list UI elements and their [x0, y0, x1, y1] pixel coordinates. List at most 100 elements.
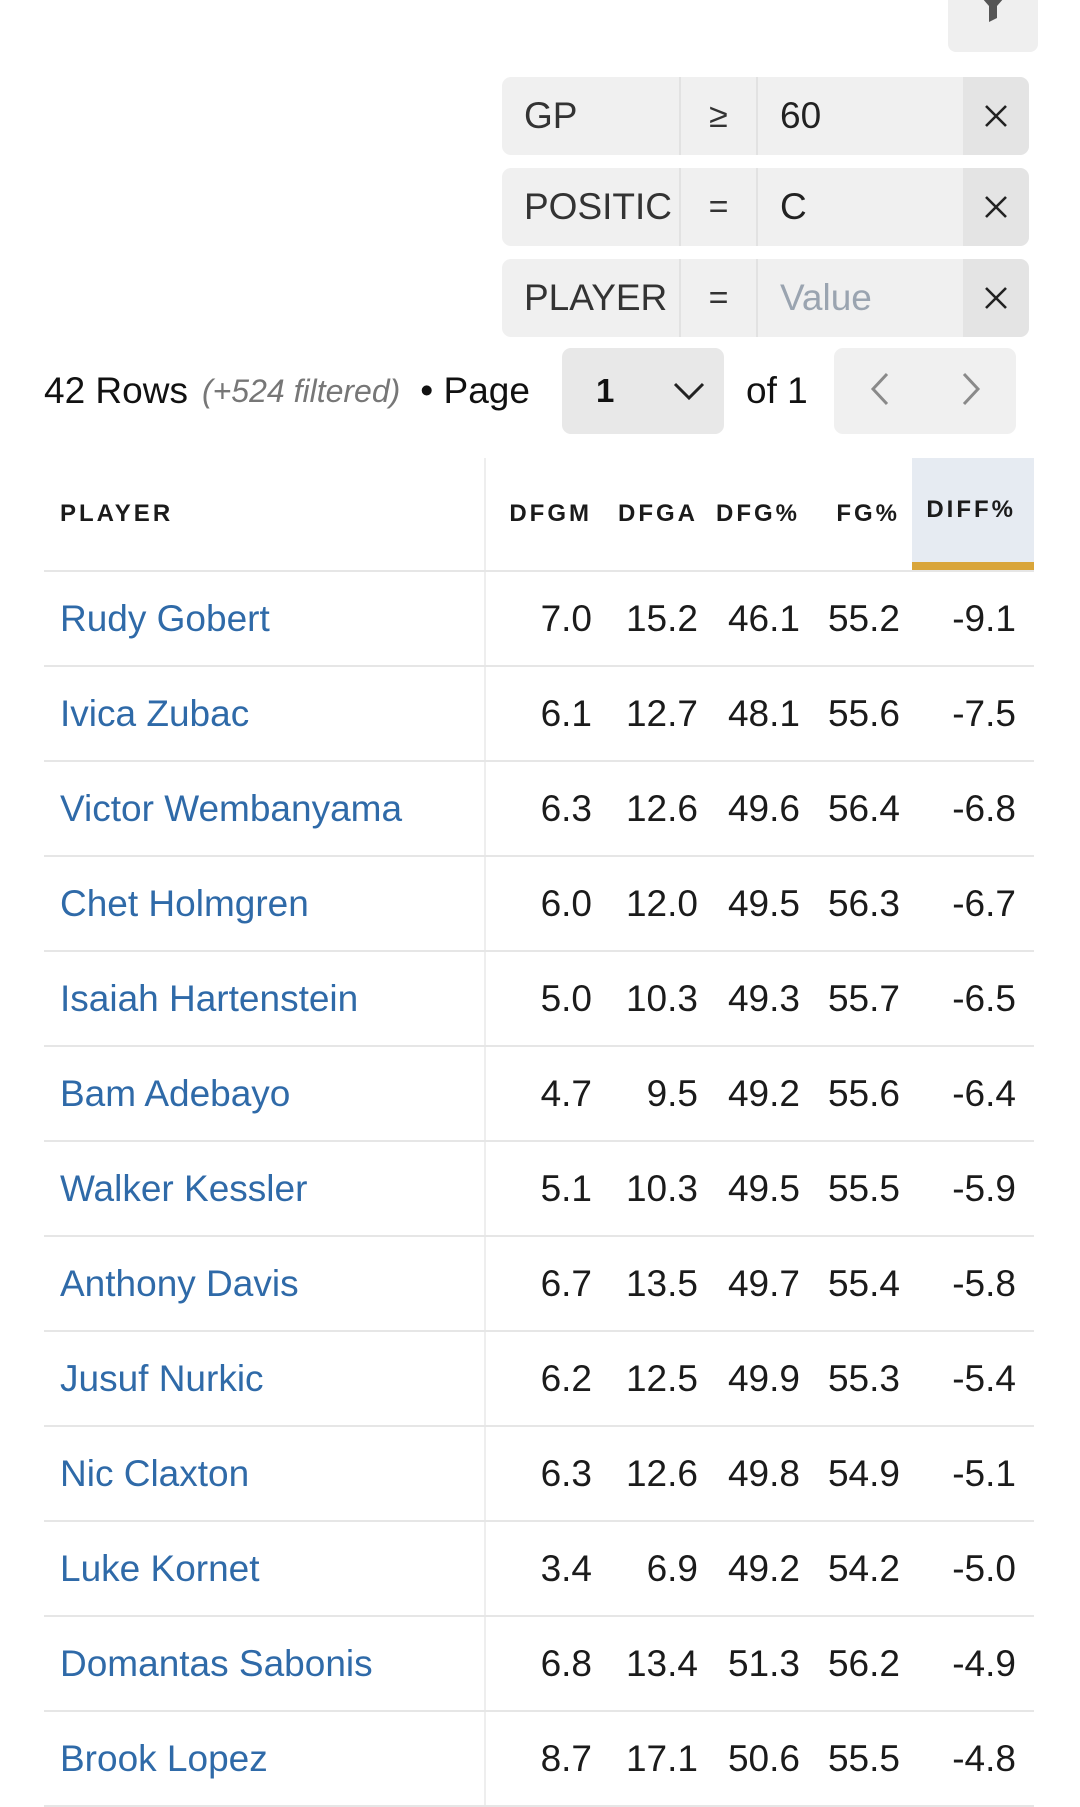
page-total: of 1: [746, 370, 808, 411]
table-body: Rudy Gobert 7.0 15.2 46.1 55.2 -9.1 Ivica Zuba…: [44, 572, 1034, 1807]
player-link[interactable]: Nic Claxton: [44, 1427, 486, 1520]
table-row: Victor Wembanyama 6.3 12.6 49.6 56.4 -6.8: [44, 762, 1034, 857]
stat-cell: 5.0: [540, 977, 592, 1019]
player-link[interactable]: Ivica Zubac: [44, 667, 486, 760]
filter-value-input[interactable]: 60: [780, 95, 822, 136]
player-link[interactable]: Domantas Sabonis: [44, 1617, 486, 1710]
stat-cell: -5.4: [952, 1357, 1016, 1399]
previous-page-button[interactable]: [869, 371, 891, 412]
player-link[interactable]: Bam Adebayo: [44, 1047, 486, 1140]
stat-cell: 4.7: [540, 1072, 592, 1114]
filter-operator-select[interactable]: =: [679, 259, 758, 337]
close-icon: [985, 105, 1007, 127]
column-header-diff-pct[interactable]: DIFF%: [912, 458, 1034, 570]
stat-cell: 54.9: [827, 1452, 900, 1494]
stat-cell: 49.9: [727, 1357, 800, 1399]
table-row: Isaiah Hartenstein 5.0 10.3 49.3 55.7 -6.5: [44, 952, 1034, 1047]
filter-operator-select[interactable]: =: [679, 168, 758, 246]
pagination-bar: 42 Rows (+524 filtered) • Page 1 of 1: [44, 348, 1034, 434]
stat-cell: 6.3: [540, 787, 592, 829]
stat-cell: 51.3: [727, 1642, 800, 1684]
chevron-right-icon: [962, 372, 980, 405]
remove-filter-button[interactable]: [963, 168, 1029, 246]
stat-cell: -5.1: [952, 1452, 1016, 1494]
stat-cell: 55.4: [827, 1262, 900, 1304]
stat-cell: 49.6: [727, 787, 800, 829]
stat-cell: -6.5: [952, 977, 1016, 1019]
stat-cell: -6.4: [952, 1072, 1016, 1114]
table-row: Domantas Sabonis 6.8 13.4 51.3 56.2 -4.9: [44, 1617, 1034, 1712]
filter-list: GP ≥ 60 POSITIC = C PLAYER = Value: [502, 77, 1029, 350]
table-row: Nic Claxton 6.3 12.6 49.8 54.9 -5.1: [44, 1427, 1034, 1522]
column-header-player[interactable]: PLAYER: [44, 458, 486, 570]
filter-operator-select[interactable]: ≥: [679, 77, 758, 155]
stat-cell: 55.6: [827, 1072, 900, 1114]
filter-field-select[interactable]: PLAYER: [524, 277, 668, 318]
stat-cell: 55.6: [827, 692, 900, 734]
remove-filter-button[interactable]: [963, 77, 1029, 155]
stat-cell: 12.5: [625, 1357, 698, 1399]
player-link[interactable]: Anthony Davis: [44, 1237, 486, 1330]
column-header-dfg-pct[interactable]: DFG%: [716, 500, 800, 527]
stat-cell: 49.2: [727, 1547, 800, 1589]
stat-cell: 6.7: [540, 1262, 592, 1304]
stat-cell: 55.7: [827, 977, 900, 1019]
player-link[interactable]: Brook Lopez: [44, 1712, 486, 1805]
stat-cell: -9.1: [952, 597, 1016, 639]
player-link[interactable]: Isaiah Hartenstein: [44, 952, 486, 1045]
stat-cell: 17.1: [625, 1737, 698, 1779]
stat-cell: -6.8: [952, 787, 1016, 829]
stat-cell: 8.7: [540, 1737, 592, 1779]
stat-cell: 13.4: [625, 1642, 698, 1684]
close-icon: [985, 287, 1007, 309]
filter-field-select[interactable]: GP: [524, 95, 578, 136]
filter-field-select[interactable]: POSITIC: [524, 186, 673, 227]
stat-cell: 50.6: [727, 1737, 800, 1779]
stat-cell: 46.1: [727, 597, 800, 639]
stat-cell: 49.2: [727, 1072, 800, 1114]
stat-cell: 54.2: [827, 1547, 900, 1589]
stat-cell: 6.0: [540, 882, 592, 924]
stat-cell: 49.8: [727, 1452, 800, 1494]
stat-cell: 56.2: [827, 1642, 900, 1684]
page-nav: [834, 348, 1016, 434]
filter-value-input[interactable]: C: [780, 186, 807, 227]
stat-cell: 6.9: [646, 1547, 698, 1589]
stat-cell: 6.3: [540, 1452, 592, 1494]
column-header-dfgm[interactable]: DFGM: [509, 500, 592, 527]
column-header-fg-pct[interactable]: FG%: [836, 500, 900, 527]
stat-cell: -5.0: [952, 1547, 1016, 1589]
player-link[interactable]: Rudy Gobert: [44, 572, 486, 665]
player-link[interactable]: Jusuf Nurkic: [44, 1332, 486, 1425]
column-header-dfga[interactable]: DFGA: [618, 500, 698, 527]
page-select[interactable]: 1: [562, 348, 724, 434]
next-page-button[interactable]: [960, 371, 982, 412]
stat-cell: 56.3: [827, 882, 900, 924]
stat-cell: -5.9: [952, 1167, 1016, 1209]
filter-value-input[interactable]: Value: [780, 277, 872, 318]
player-link[interactable]: Chet Holmgren: [44, 857, 486, 950]
table-row: Walker Kessler 5.1 10.3 49.5 55.5 -5.9: [44, 1142, 1034, 1237]
filter-row-gp: GP ≥ 60: [502, 77, 1029, 155]
stat-cell: -4.8: [952, 1737, 1016, 1779]
player-link[interactable]: Walker Kessler: [44, 1142, 486, 1235]
stat-cell: 13.5: [625, 1262, 698, 1304]
remove-filter-button[interactable]: [963, 259, 1029, 337]
stat-cell: 12.0: [625, 882, 698, 924]
player-link[interactable]: Victor Wembanyama: [44, 762, 486, 855]
stat-cell: 49.5: [727, 1167, 800, 1209]
filtered-count: (+524 filtered): [201, 372, 401, 409]
stat-cell: 6.8: [540, 1642, 592, 1684]
table-row: Bam Adebayo 4.7 9.5 49.2 55.6 -6.4: [44, 1047, 1034, 1142]
stat-cell: -6.7: [952, 882, 1016, 924]
filter-button[interactable]: [948, 0, 1038, 52]
filter-row-position: POSITIC = C: [502, 168, 1029, 246]
table-row: Brook Lopez 8.7 17.1 50.6 55.5 -4.8: [44, 1712, 1034, 1807]
stat-cell: 49.5: [727, 882, 800, 924]
stat-cell: -7.5: [952, 692, 1016, 734]
stat-cell: 10.3: [625, 977, 698, 1019]
stat-cell: 49.7: [727, 1262, 800, 1304]
stat-cell: -5.8: [952, 1262, 1016, 1304]
stat-cell: 15.2: [625, 597, 698, 639]
player-link[interactable]: Luke Kornet: [44, 1522, 486, 1615]
